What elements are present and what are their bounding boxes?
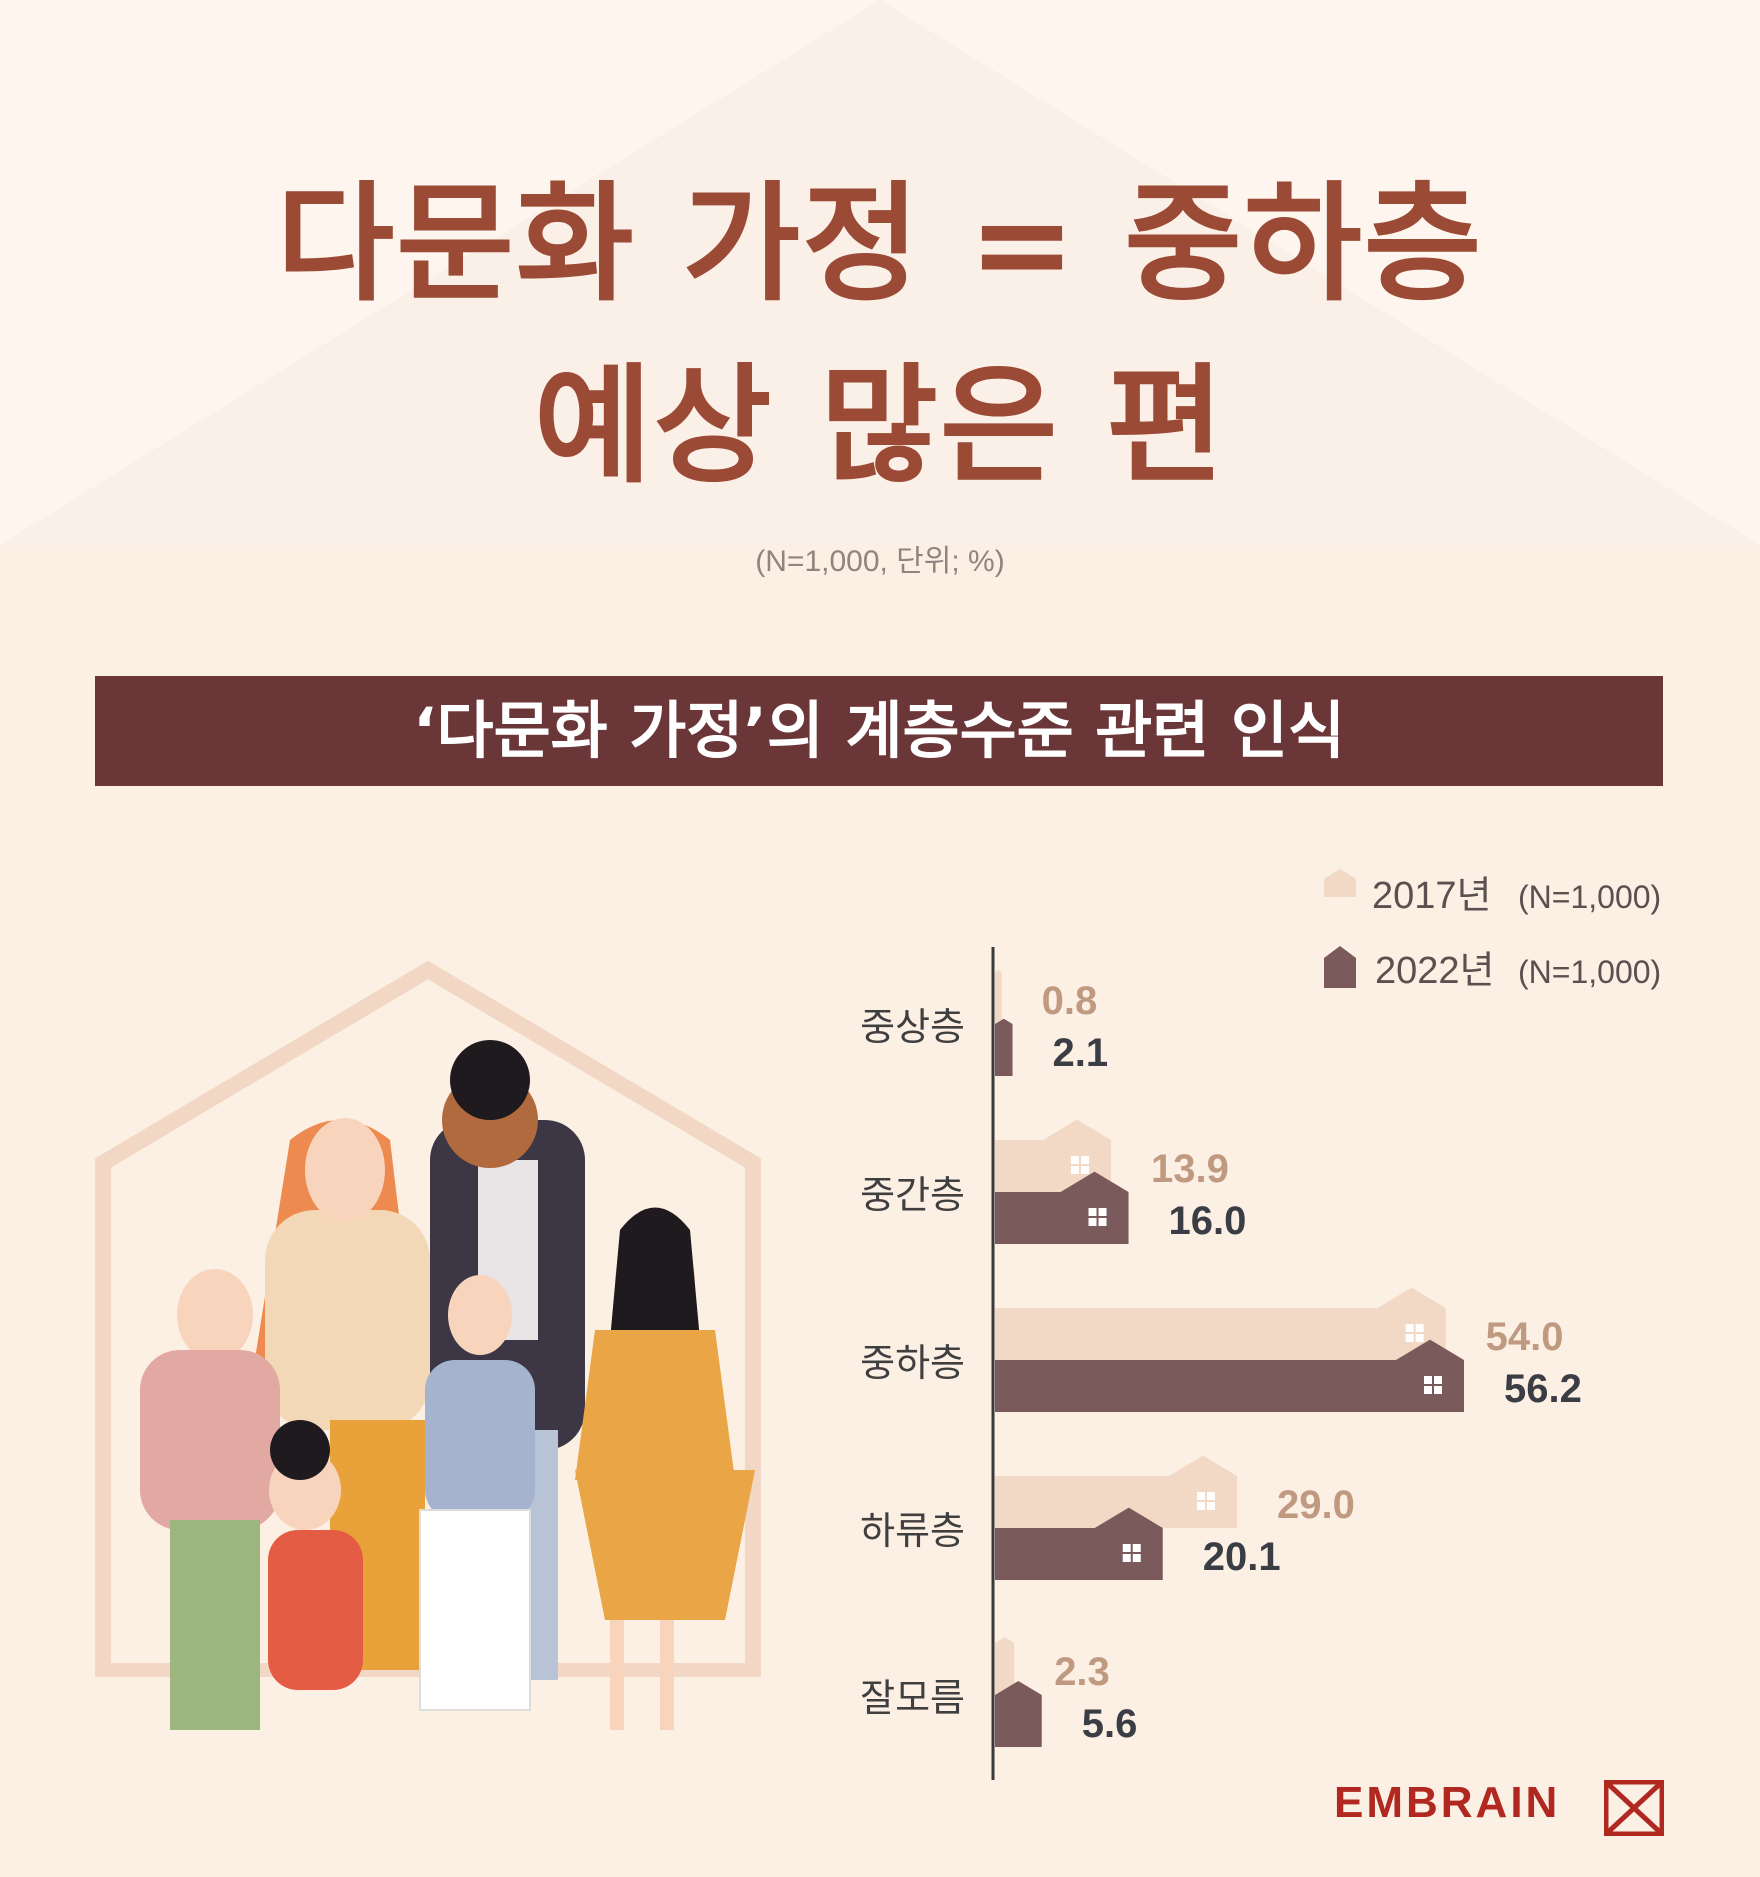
value-label-2022: 20.1 [1203, 1535, 1281, 1579]
value-label-2022: 56.2 [1504, 1367, 1582, 1411]
value-label-2017: 29.0 [1277, 1483, 1355, 1527]
big-house-roof [0, 0, 1760, 545]
bar-window-icon [1122, 1544, 1141, 1562]
legend-item-2022: 2022년 (N=1,000) [1324, 946, 1661, 992]
chart-banner: ‘다문화 가정’의 계층수준 관련 인식 [95, 676, 1663, 786]
title-line-1: 다문화 가정 = 중하층 [276, 170, 1484, 319]
legend-n-2017: (N=1,000) [1518, 879, 1661, 915]
value-label-2017: 13.9 [1151, 1147, 1229, 1191]
value-label-2022: 16.0 [1169, 1199, 1247, 1243]
category-label: 잘모름 [860, 1676, 965, 1720]
category-label: 중간층 [860, 1173, 965, 1217]
legend-label-2022: 2022년 [1375, 950, 1495, 992]
category-label: 하류층 [860, 1509, 965, 1553]
value-label-2017: 0.8 [1042, 979, 1098, 1023]
value-label-2022: 5.6 [1082, 1702, 1138, 1746]
bar-2022 [995, 1339, 1464, 1412]
bar-2017 [995, 1455, 1238, 1528]
bar-window-icon [1070, 1156, 1089, 1174]
legend-item-2017: 2017년 (N=1,000) [1324, 869, 1661, 917]
legend-label-2017: 2017년 [1372, 875, 1492, 917]
bar-window-icon [1405, 1324, 1424, 1342]
bar-window-icon [1088, 1208, 1107, 1226]
legend-house-2017-icon [1324, 869, 1356, 897]
legend-house-2022-icon [1324, 946, 1356, 988]
bar-2017 [995, 1637, 1015, 1695]
bar-2022 [995, 1507, 1163, 1580]
brand-logo: EMBRAIN [1334, 1778, 1561, 1827]
bar-2022 [995, 1018, 1013, 1076]
value-label-2017: 2.3 [1054, 1650, 1110, 1694]
legend-n-2022: (N=1,000) [1518, 954, 1661, 990]
bar-2017 [995, 1287, 1446, 1360]
category-label: 중상층 [860, 1005, 965, 1049]
value-label-2022: 2.1 [1053, 1031, 1109, 1075]
bar-window-icon [1197, 1492, 1216, 1510]
small-house-outline [95, 960, 761, 1665]
bar-2017 [995, 969, 1002, 1024]
value-label-2017: 54.0 [1486, 1315, 1564, 1359]
chart-legend: 2017년 (N=1,000) 2022년 (N=1,000) [1324, 869, 1661, 992]
unit-note: (N=1,000, 단위; %) [755, 545, 1005, 578]
family-illustration [140, 1040, 755, 1730]
bar-window-icon [1424, 1376, 1442, 1394]
title-line-2: 예상 많은 편 [534, 352, 1226, 501]
category-label: 중하층 [860, 1341, 965, 1385]
brand-mark-icon [1604, 1780, 1664, 1836]
bar-2022 [995, 1680, 1042, 1747]
